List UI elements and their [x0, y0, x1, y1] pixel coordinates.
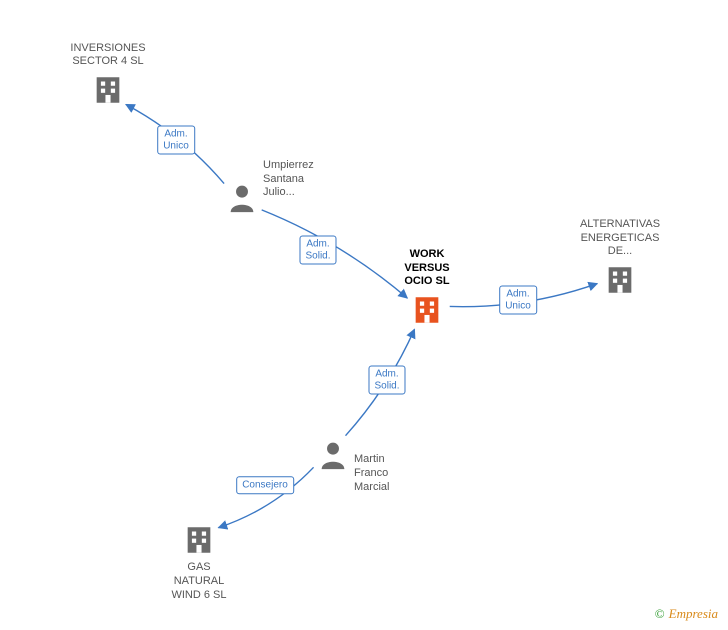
company-icon [603, 263, 637, 297]
edge-label-umpierrez-work: Adm. Solid. [299, 236, 336, 265]
company-icon [182, 523, 216, 557]
node-label-umpierrez: Umpierrez Santana Julio... [263, 159, 314, 200]
node-label-alternativas: ALTERNATIVAS ENERGETICAS DE... [580, 218, 660, 259]
node-label-inversiones: INVERSIONES SECTOR 4 SL [70, 42, 145, 70]
person-icon [225, 181, 259, 215]
node-label-work: WORK VERSUS OCIO SL [404, 248, 449, 289]
watermark-text: Empresia [669, 606, 718, 621]
node-label-martin: Martin Franco Marcial [354, 453, 389, 494]
edge-label-umpierrez-inversiones: Adm. Unico [157, 126, 195, 155]
edge-label-work-alternativas: Adm. Unico [499, 286, 537, 315]
watermark-copyright: © [655, 606, 665, 621]
node-label-gas: GAS NATURAL WIND 6 SL [171, 561, 226, 602]
node-martin [316, 438, 350, 472]
node-umpierrez [225, 181, 259, 215]
node-work [410, 293, 444, 327]
node-alternativas [603, 263, 637, 297]
edge-label-martin-gas: Consejero [236, 476, 294, 494]
watermark: © Empresia [655, 606, 718, 622]
edge-label-martin-work: Adm. Solid. [368, 366, 405, 395]
node-gas [182, 523, 216, 557]
company-icon [410, 293, 444, 327]
node-inversiones [91, 73, 125, 107]
company-icon [91, 73, 125, 107]
person-icon [316, 438, 350, 472]
